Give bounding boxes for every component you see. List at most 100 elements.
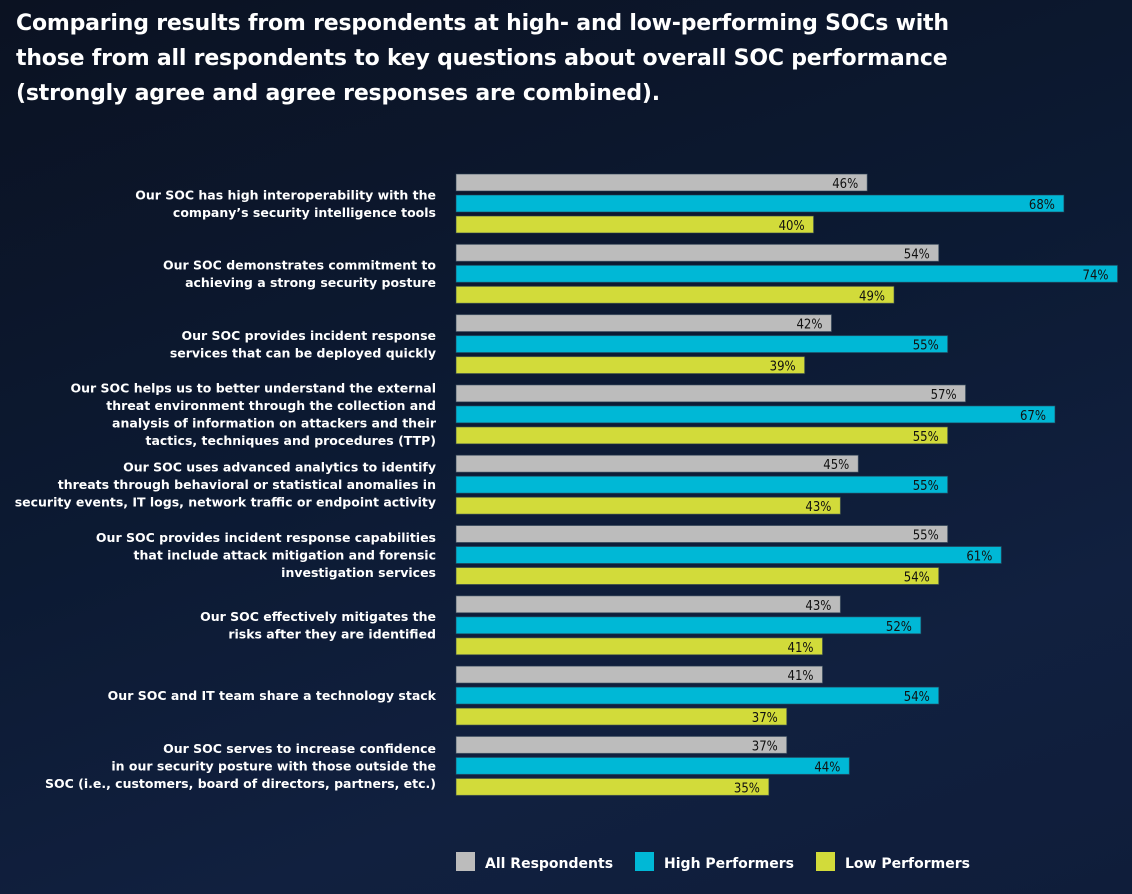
value-label: 44%	[814, 760, 840, 775]
value-label: 45%	[823, 458, 849, 473]
legend-label: Low Performers	[845, 856, 970, 872]
bar-low-performers	[455, 426, 949, 445]
category-label: Our SOC has high interoperability with t…	[135, 187, 436, 220]
bar-all-respondents	[455, 735, 788, 754]
category-label-line: Our SOC helps us to better understand th…	[71, 381, 437, 396]
title-line: those from all respondents to key questi…	[16, 46, 948, 71]
category-label: Our SOC effectively mitigates the risks a…	[200, 609, 436, 642]
legend-item-all-respondents: All Respondents	[456, 851, 613, 872]
value-label: 54%	[904, 571, 930, 586]
bar-all-respondents	[455, 595, 841, 614]
value-label: 37%	[752, 739, 778, 754]
value-label: 54%	[904, 690, 930, 705]
bar-low-performers	[455, 356, 806, 375]
bar-high-performers	[455, 475, 949, 494]
category-label-line: Our SOC effectively mitigates the	[200, 609, 436, 624]
bar-all-respondents	[455, 243, 940, 262]
value-label: 55%	[913, 339, 939, 354]
value-label: 35%	[734, 781, 760, 796]
category-label: Our SOC helps us to better understand th…	[71, 381, 437, 449]
title-line: (strongly agree and agree responses are …	[16, 81, 660, 106]
category-label: Our SOC provides incident response servic…	[170, 328, 436, 361]
bar-group: Our SOC effectively mitigates the risks a…	[200, 595, 922, 656]
bar-group: Our SOC provides incident response capab…	[96, 525, 1002, 586]
value-label: 57%	[931, 388, 957, 403]
category-label-line: Our SOC and IT team share a technology s…	[108, 688, 437, 703]
title-line: Comparing results from respondents at hi…	[16, 11, 949, 36]
bar-high-performers	[455, 616, 922, 635]
bar-high-performers	[455, 756, 850, 775]
category-label-line: tactics, techniques and procedures (TTP)	[145, 433, 436, 448]
bar-low-performers	[455, 777, 770, 796]
category-label-line: company’s security intelligence tools	[173, 205, 436, 220]
category-label-line: achieving a strong security posture	[185, 275, 436, 290]
value-label: 61%	[966, 550, 992, 565]
value-label: 55%	[913, 430, 939, 445]
category-label-line: services that can be deployed quickly	[170, 345, 436, 360]
value-label: 52%	[886, 620, 912, 635]
category-label-line: Our SOC uses advanced analytics to ident…	[123, 460, 436, 475]
category-label-line: Our SOC demonstrates commitment to	[163, 258, 436, 273]
value-label: 74%	[1083, 268, 1109, 283]
category-label-line: that include attack mitigation and foren…	[134, 548, 436, 563]
chart-title: Comparing results from respondents at hi…	[16, 6, 1016, 111]
bar-all-respondents	[455, 665, 824, 684]
legend-swatch	[635, 851, 655, 871]
bar-low-performers	[455, 637, 824, 656]
value-label: 41%	[788, 641, 814, 656]
bar-low-performers	[455, 567, 940, 585]
bar-high-performers	[455, 546, 1002, 564]
bar-high-performers	[455, 686, 940, 705]
bar-all-respondents	[455, 384, 967, 403]
value-label: 43%	[805, 599, 831, 614]
category-label-line: security events, IT logs, network traffi…	[15, 495, 436, 510]
category-label-line: threats through behavioral or statistica…	[58, 477, 436, 492]
legend-item-high-performers: High Performers	[635, 851, 794, 872]
bar-group: Our SOC has high interoperability with t…	[135, 173, 1065, 234]
value-label: 55%	[913, 529, 939, 544]
bar-low-performers	[455, 285, 895, 304]
bar-low-performers	[455, 215, 815, 234]
category-label: Our SOC demonstrates commitment to achiev…	[163, 258, 436, 291]
value-label: 40%	[779, 219, 805, 234]
bar-all-respondents	[455, 525, 949, 543]
category-label-line: risks after they are identified	[228, 627, 436, 642]
value-label: 68%	[1029, 198, 1055, 213]
legend: All Respondents High Performers Low Perf…	[456, 851, 992, 872]
bar-group: Our SOC uses advanced analytics to ident…	[15, 454, 949, 515]
value-label: 67%	[1020, 409, 1046, 424]
bar-low-performers	[455, 707, 788, 726]
legend-item-low-performers: Low Performers	[816, 851, 970, 872]
value-label: 41%	[788, 669, 814, 684]
bar-all-respondents	[455, 314, 832, 333]
bar-high-performers	[455, 335, 949, 354]
category-label-line: Our SOC provides incident response capab…	[96, 530, 436, 545]
category-label-line: threat environment through the collectio…	[106, 398, 436, 413]
category-label: Our SOC and IT team share a technology s…	[108, 688, 437, 703]
bar-all-respondents	[455, 454, 859, 473]
legend-swatch	[816, 851, 836, 871]
value-label: 39%	[770, 360, 796, 375]
bar-group: Our SOC helps us to better understand th…	[71, 381, 1056, 449]
bar-group: Our SOC demonstrates commitment to achiev…	[163, 243, 1119, 304]
category-label-line: Our SOC has high interoperability with t…	[135, 187, 436, 202]
bar-group: Our SOC serves to increase confidence in …	[45, 735, 850, 796]
bar-low-performers	[455, 496, 841, 515]
category-label-line: SOC (i.e., customers, board of directors…	[45, 776, 436, 791]
value-label: 43%	[805, 500, 831, 515]
bar-high-performers	[455, 264, 1119, 283]
bar-group: Our SOC and IT team share a technology s…	[108, 665, 940, 726]
value-label: 42%	[796, 318, 822, 333]
bar-high-performers	[455, 194, 1065, 213]
category-label: Our SOC provides incident response capab…	[96, 530, 436, 580]
bar-group: Our SOC provides incident response servic…	[170, 314, 949, 375]
category-label-line: in our security posture with those outsi…	[111, 758, 436, 773]
value-label: 37%	[752, 711, 778, 726]
category-label-line: investigation services	[281, 565, 436, 580]
value-label: 49%	[859, 289, 885, 304]
category-label-line: Our SOC provides incident response	[181, 328, 436, 343]
bar-high-performers	[455, 405, 1056, 424]
category-label: Our SOC serves to increase confidence in …	[45, 741, 436, 791]
category-label-line: analysis of information on attackers and…	[112, 416, 437, 431]
